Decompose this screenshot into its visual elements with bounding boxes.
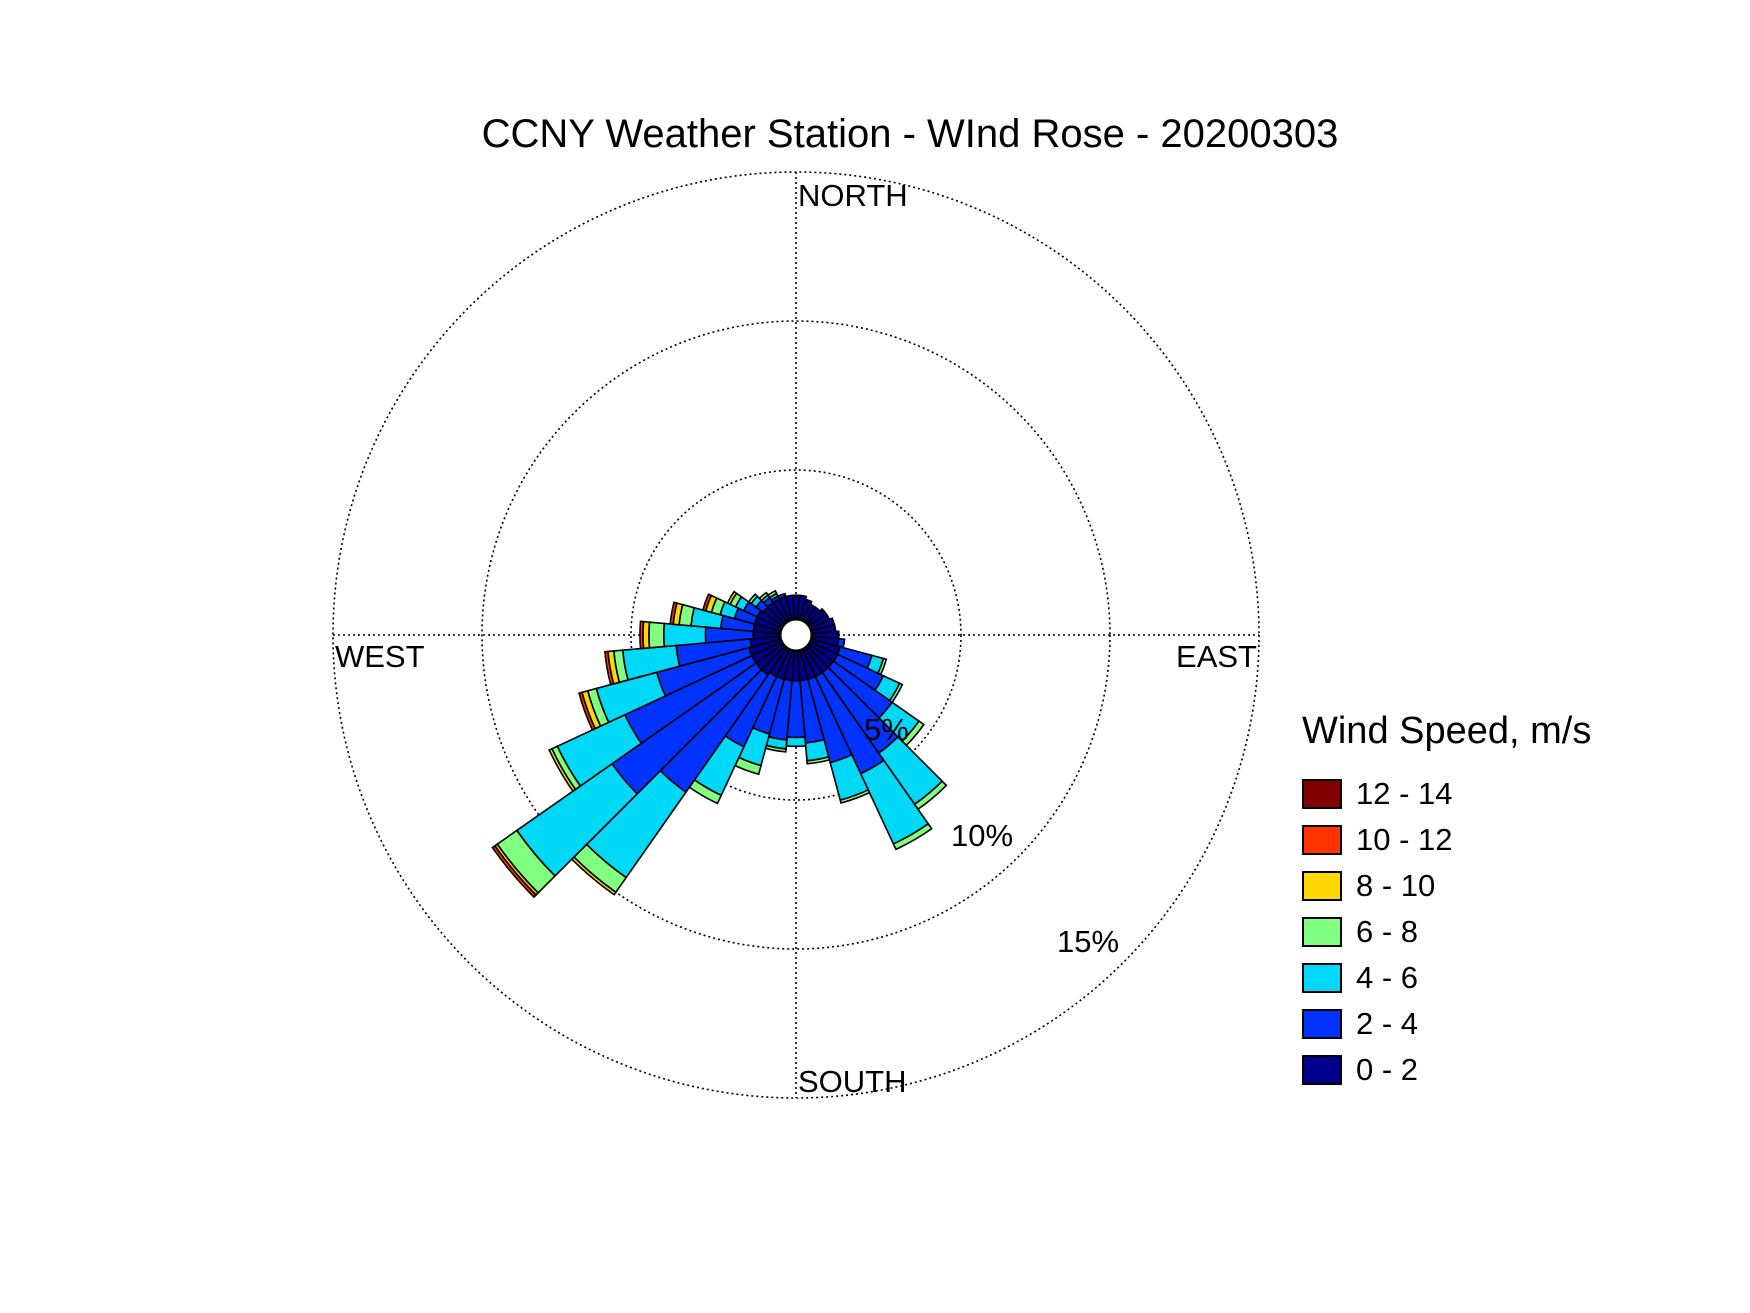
legend-item: 6 - 8 bbox=[1302, 909, 1591, 955]
legend-swatch bbox=[1302, 871, 1342, 901]
legend-label: 4 - 6 bbox=[1356, 960, 1419, 995]
wedge-250-10-12 bbox=[578, 691, 597, 731]
wedge-230-10-12 bbox=[491, 844, 538, 899]
wedge-150-6-8 bbox=[892, 822, 933, 851]
wedge-300-8-10 bbox=[726, 590, 738, 606]
wedge-280-10-12 bbox=[669, 601, 678, 626]
legend-swatch bbox=[1302, 1055, 1342, 1085]
chart-title: CCNY Weather Station - WInd Rose - 20200… bbox=[481, 112, 1339, 156]
radial-tick-label-15: 15% bbox=[1057, 924, 1119, 959]
wedge-270-6-8 bbox=[648, 621, 666, 649]
center-hole bbox=[778, 617, 814, 653]
label-north: NORTH bbox=[798, 178, 908, 213]
legend-swatch bbox=[1302, 963, 1342, 993]
label-west: WEST bbox=[335, 639, 425, 674]
wedge-340-2-4 bbox=[776, 592, 787, 600]
polar-grid bbox=[332, 171, 1260, 1099]
wedge-320-6-8 bbox=[758, 591, 770, 602]
legend-label: 12 - 14 bbox=[1356, 776, 1453, 811]
legend-item: 0 - 2 bbox=[1302, 1047, 1591, 1093]
legend-title: Wind Speed, m/s bbox=[1302, 710, 1592, 752]
legend-label: 10 - 12 bbox=[1356, 822, 1453, 857]
wedge-330-6-8 bbox=[766, 589, 778, 599]
label-east: EAST bbox=[1176, 639, 1257, 674]
legend-swatch bbox=[1302, 825, 1342, 855]
legend-swatch bbox=[1302, 1009, 1342, 1039]
legend-label: 6 - 8 bbox=[1356, 914, 1419, 949]
wedge-180-4-6 bbox=[785, 736, 807, 748]
wedge-290-10-12 bbox=[701, 593, 713, 612]
legend-label: 2 - 4 bbox=[1356, 1006, 1419, 1041]
legend-swatch bbox=[1302, 917, 1342, 947]
legend-label: 8 - 10 bbox=[1356, 868, 1436, 903]
wedge-170-6-8 bbox=[806, 755, 831, 765]
legend-items: 12 - 14 10 - 12 8 - 10 6 - 8 4 - 6 2 - 4 0 - 2 bbox=[1302, 771, 1591, 1093]
wedge-270-10-12 bbox=[639, 620, 645, 650]
radial-tick-label-5: 5% bbox=[864, 712, 909, 747]
legend-swatch bbox=[1302, 779, 1342, 809]
wedge-240-8-10 bbox=[548, 747, 577, 793]
legend-item: 12 - 14 bbox=[1302, 771, 1591, 817]
grid-circle-5 bbox=[630, 469, 962, 801]
wedge-260-10-12 bbox=[604, 650, 615, 686]
polar-labels: NORTH SOUTH WEST EAST 5% 10% 15% bbox=[335, 178, 1257, 1099]
legend-item: 8 - 10 bbox=[1302, 863, 1591, 909]
radial-tick-label-10: 10% bbox=[951, 818, 1013, 853]
legend-item: 4 - 6 bbox=[1302, 955, 1591, 1001]
legend: Wind Speed, m/s 12 - 14 10 - 12 8 - 10 6 - … bbox=[1302, 710, 1591, 1093]
legend-label: 0 - 2 bbox=[1356, 1052, 1419, 1087]
label-south: SOUTH bbox=[798, 1064, 907, 1099]
wedge-160-6-8 bbox=[839, 788, 871, 804]
legend-item: 2 - 4 bbox=[1302, 1001, 1591, 1047]
wedge-310-6-8 bbox=[747, 593, 759, 605]
legend-item: 10 - 12 bbox=[1302, 817, 1591, 863]
rose-bars bbox=[491, 589, 948, 899]
